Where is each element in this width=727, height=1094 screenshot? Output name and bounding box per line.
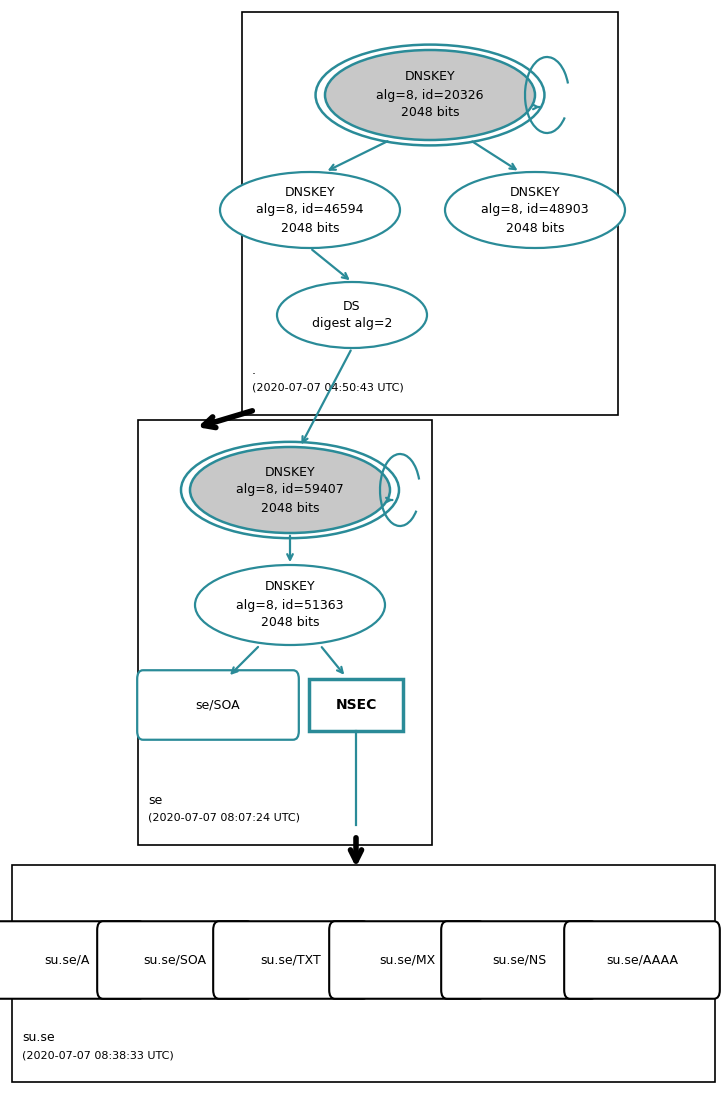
Text: su.se: su.se [22,1031,55,1044]
Text: su.se/NS: su.se/NS [492,954,546,966]
Text: se: se [148,794,162,807]
Ellipse shape [190,447,390,533]
FancyBboxPatch shape [0,921,145,999]
Text: su.se/MX: su.se/MX [379,954,435,966]
Text: se/SOA: se/SOA [196,698,241,711]
Text: DNSKEY
alg=8, id=59407
2048 bits: DNSKEY alg=8, id=59407 2048 bits [236,466,344,514]
Text: (2020-07-07 08:07:24 UTC): (2020-07-07 08:07:24 UTC) [148,813,300,823]
Text: DNSKEY
alg=8, id=51363
2048 bits: DNSKEY alg=8, id=51363 2048 bits [236,581,344,629]
Text: .: . [252,364,256,377]
Ellipse shape [195,565,385,645]
Text: (2020-07-07 08:38:33 UTC): (2020-07-07 08:38:33 UTC) [22,1050,174,1060]
Ellipse shape [445,172,625,248]
FancyBboxPatch shape [441,921,597,999]
Text: DNSKEY
alg=8, id=48903
2048 bits: DNSKEY alg=8, id=48903 2048 bits [481,186,589,234]
Text: (2020-07-07 04:50:43 UTC): (2020-07-07 04:50:43 UTC) [252,383,403,393]
Bar [309,679,403,731]
Text: NSEC: NSEC [335,698,377,712]
Text: su.se/SOA: su.se/SOA [143,954,206,966]
Text: DS
digest alg=2: DS digest alg=2 [312,300,392,330]
FancyBboxPatch shape [137,671,299,740]
Bar [242,12,618,415]
FancyBboxPatch shape [564,921,720,999]
FancyBboxPatch shape [329,921,485,999]
Bar [138,420,432,845]
Text: su.se/AAAA: su.se/AAAA [606,954,678,966]
FancyBboxPatch shape [97,921,253,999]
Text: su.se/A: su.se/A [44,954,89,966]
Ellipse shape [220,172,400,248]
Text: su.se/TXT: su.se/TXT [260,954,321,966]
FancyBboxPatch shape [213,921,369,999]
Bar [12,865,715,1082]
Ellipse shape [325,50,535,140]
Text: DNSKEY
alg=8, id=46594
2048 bits: DNSKEY alg=8, id=46594 2048 bits [256,186,364,234]
Text: DNSKEY
alg=8, id=20326
2048 bits: DNSKEY alg=8, id=20326 2048 bits [377,70,483,119]
Ellipse shape [277,282,427,348]
